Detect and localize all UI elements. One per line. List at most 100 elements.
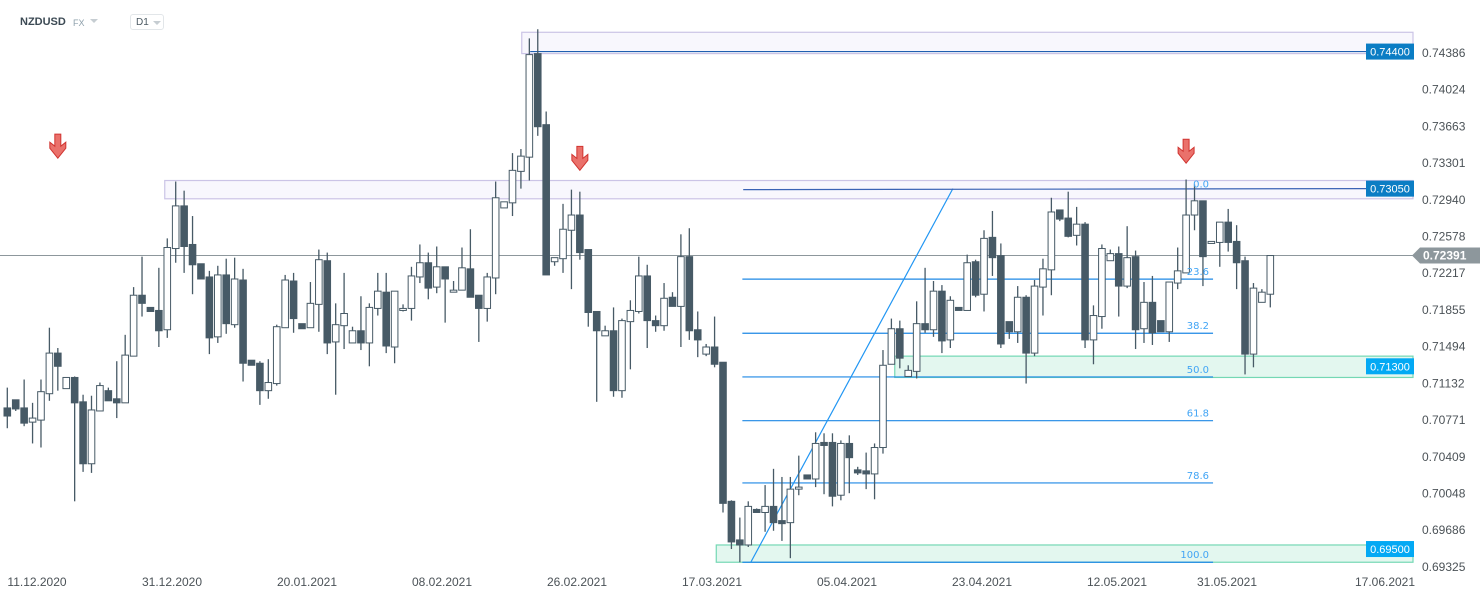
candle-body <box>1131 256 1140 331</box>
bullish-candle <box>96 382 104 412</box>
bearish-candle <box>1005 321 1014 339</box>
candle-body <box>1114 253 1123 287</box>
bullish-candle <box>500 201 508 209</box>
candle-body <box>104 390 113 402</box>
bearish-candle <box>592 310 601 402</box>
bullish-candle <box>281 274 289 329</box>
price-axis[interactable]: 0.74386 0.74024 0.73663 0.73301 0.72940 0.725… <box>1412 46 1480 574</box>
bearish-candle <box>1157 320 1165 333</box>
candle-body <box>904 369 913 377</box>
bearish-candle <box>289 272 298 333</box>
candle-body <box>508 169 517 204</box>
candle-body <box>1224 221 1233 243</box>
bullish-candle <box>28 402 37 444</box>
bullish-candle <box>635 256 643 314</box>
candle-body <box>685 256 694 332</box>
bullish-candle <box>1039 258 1047 316</box>
candle-body <box>138 294 146 304</box>
candle-body <box>618 320 626 392</box>
bearish-candle <box>921 267 929 333</box>
candle-body <box>1030 285 1039 354</box>
bullish-candle <box>980 230 988 312</box>
candle-body <box>239 279 247 364</box>
bearish-candle <box>778 476 786 541</box>
time-axis[interactable]: 11.12.2020 31.12.2020 20.01.2021 08.02.2021… <box>7 575 1415 589</box>
date-tick-label: 17.06.2021 <box>1355 575 1415 589</box>
market-label[interactable]: FX <box>73 18 85 28</box>
bullish-candle <box>373 272 382 316</box>
candle-body <box>794 486 803 490</box>
candle-body <box>416 262 424 278</box>
candle-body <box>609 330 618 392</box>
bearish-candle <box>803 474 812 480</box>
bearish-candle <box>239 268 247 382</box>
candle-body <box>171 205 180 250</box>
annotations-layer: 0.0 23.6 38.2 50.0 61.8 78.6 100.0 0.74400 0.730… <box>49 43 1414 561</box>
bullish-candle <box>230 257 239 328</box>
bearish-candle <box>710 316 719 368</box>
candle-body <box>315 259 323 305</box>
candle-body <box>399 307 407 311</box>
candle-body <box>954 306 963 311</box>
market-dropdown-icon[interactable] <box>90 19 98 23</box>
bullish-candle <box>559 203 567 273</box>
candle-body <box>62 376 71 390</box>
candle-body <box>289 280 298 320</box>
bearish-candle <box>736 517 744 563</box>
candle-body <box>449 289 458 293</box>
bullish-candle <box>1106 249 1115 262</box>
symbol-label: NZDUSD <box>20 16 66 28</box>
bullish-candle <box>62 376 71 390</box>
support-zone <box>715 544 1414 563</box>
bearish-candle <box>1131 250 1140 350</box>
bearish-candle <box>853 466 862 475</box>
bearish-candle <box>576 191 584 260</box>
candle-body <box>1039 268 1047 288</box>
bullish-candle <box>491 181 500 295</box>
candle-body <box>256 362 264 392</box>
candle-body <box>37 391 45 421</box>
bullish-candle <box>214 265 222 343</box>
bearish-candle <box>3 387 12 429</box>
bullish-candle <box>660 283 668 331</box>
candle-body <box>247 359 256 366</box>
bullish-candle <box>37 379 45 448</box>
candle-body <box>921 323 929 331</box>
candle-body <box>373 290 382 309</box>
date-tick-label: 26.02.2021 <box>547 575 607 589</box>
bearish-candle <box>954 306 963 311</box>
candle-body <box>584 249 593 313</box>
bearish-candle <box>222 258 231 334</box>
bearish-candle <box>54 348 62 391</box>
candle-body <box>112 398 121 404</box>
candle-body <box>281 279 289 329</box>
price-tick-label: 0.71855 <box>1422 303 1466 317</box>
bullish-candle <box>1266 255 1275 308</box>
candle-body <box>306 302 315 329</box>
candle-body <box>870 447 879 475</box>
bearish-candle <box>752 508 761 513</box>
level-price-badge <box>1366 358 1414 375</box>
candle-body <box>500 201 508 209</box>
bearish-candle <box>247 359 256 366</box>
candle-body <box>533 53 542 128</box>
bullish-candle <box>1190 184 1199 231</box>
bullish-candle <box>390 290 399 364</box>
candle-body <box>1258 291 1266 303</box>
candle-body <box>466 268 475 298</box>
bullish-candle <box>449 281 458 293</box>
candle-body <box>971 261 980 296</box>
candle-body <box>382 291 390 347</box>
candle-body <box>475 294 483 309</box>
candle-body <box>980 237 988 295</box>
bearish-candle <box>533 29 542 136</box>
date-tick-label: 31.05.2021 <box>1197 575 1257 589</box>
timeframe-select[interactable]: D1 <box>130 14 164 30</box>
candle-body <box>635 275 643 312</box>
fib-level-label: 38.2 <box>1187 321 1209 332</box>
candle-body <box>28 417 37 423</box>
price-tick-label: 0.69686 <box>1422 523 1466 537</box>
candle-body <box>70 376 79 404</box>
bearish-candle <box>1199 200 1207 287</box>
